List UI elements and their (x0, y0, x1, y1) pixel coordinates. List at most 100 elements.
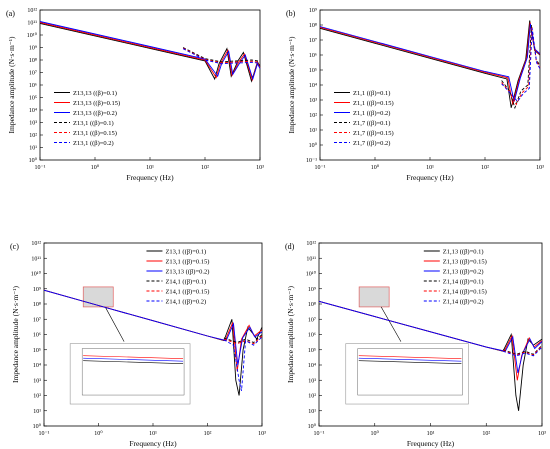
x-tick-label: 10⁻¹ (315, 165, 326, 171)
panel-label: (d) (285, 242, 295, 251)
legend-entry: Z1,14 ((β)=0.1) (443, 279, 484, 286)
y-tick-label: 10³ (33, 378, 41, 384)
inset-panel (69, 343, 191, 405)
y-tick-label: 10⁸ (33, 302, 41, 308)
legend-entry: Z13,1 ((β)=0.1) (165, 249, 206, 256)
x-axis-label: Frequency (Hz) (407, 439, 455, 448)
x-axis-label: Frequency (Hz) (126, 173, 174, 182)
y-tick-label: 10² (29, 133, 37, 139)
series-line-5 (223, 335, 263, 345)
y-tick-label: 10⁴ (33, 363, 41, 369)
series-line-4 (182, 47, 261, 63)
legend: Z1,1 ((β)=0.1) Z1,1 ((β)=0.15) Z1,1 ((β)=0… (334, 90, 394, 147)
inset-series-line (358, 360, 462, 364)
legend-entry: Z1,7 ((β)=0.1) (353, 120, 390, 127)
series-line-5 (182, 47, 261, 64)
legend-entry: Z13,13 ((β)=0.2) (165, 269, 209, 276)
y-tick-label: 10¹⁰ (31, 271, 42, 278)
y-tick-label: 10⁵ (29, 96, 37, 102)
x-tick-label: 10² (204, 431, 212, 437)
legend-entry: Z14,1 ((β)=0.15) (165, 289, 209, 296)
legend-entry: Z14,1 ((β)=0.1) (165, 279, 206, 286)
series-line-6 (182, 48, 261, 65)
inset-panel (345, 343, 469, 405)
series-line-1 (39, 22, 261, 83)
series-line-2 (39, 22, 261, 82)
y-tick-label: 10⁶ (33, 333, 41, 339)
legend-entry: Z1,1 ((β)=0.1) (353, 90, 390, 97)
y-tick-label: 10⁰ (308, 423, 317, 430)
zoom-arrow (104, 306, 125, 342)
chart-panel-2: (b) 10⁻¹ 10⁰ 10¹ 10² 10³ 10⁻¹ 10⁰ 10¹ 10² 10³ 10⁴ 10… (286, 8, 544, 182)
x-tick-label: 10¹ (426, 165, 434, 171)
panel-label: (c) (10, 242, 19, 251)
y-tick-label: 10¹ (309, 128, 317, 134)
y-tick-label: 10⁰ (33, 423, 42, 430)
y-tick-label: 10⁰ (309, 142, 318, 149)
legend: Z13,13 ((β)=0.1) Z13,13 ((β)=0.15) Z13,13 … (54, 90, 120, 147)
y-tick-label: 10² (309, 113, 317, 119)
x-tick-label: 10³ (256, 165, 264, 171)
y-tick-label: 10¹ (33, 409, 41, 415)
plot-frame (39, 9, 261, 161)
legend: Z1,13 ((β)=0.1) Z1,13 ((β)=0.15) Z1,13 ((β… (423, 249, 487, 306)
zoom-region-box (358, 286, 390, 308)
panel-label: (b) (286, 9, 296, 18)
legend-entry: Z1,14 ((β)=0.15) (443, 289, 487, 296)
y-tick-label: 10⁸ (308, 302, 316, 308)
zoom-region-box (82, 286, 114, 308)
series-line-4 (223, 334, 263, 344)
y-axis-label: Impedance amplitude (N·s·m⁻¹) (11, 285, 20, 383)
y-tick-label: 10³ (309, 98, 317, 104)
y-tick-label: 10² (33, 394, 41, 400)
legend-entry: Z1,7 ((β)=0.15) (353, 130, 394, 137)
x-tick-label: 10⁰ (91, 164, 100, 171)
chart-panel-4: (d)10⁻¹ 10⁰ 10¹ 10² 10³10⁰10¹10²10³10⁴10⁵10⁶… (285, 241, 546, 448)
legend-entry: Z13,13 ((β)=0.15) (73, 100, 120, 107)
x-tick-label: 10⁰ (94, 430, 103, 437)
y-tick-label: 10¹⁰ (27, 32, 38, 39)
y-tick-label: 10⁴ (309, 83, 317, 89)
y-tick-label: 10¹¹ (27, 21, 37, 27)
inset-series-line (358, 355, 462, 359)
x-tick-label: 10² (481, 165, 489, 171)
chart-panel-3: (c)10⁻¹ 10⁰ 10¹ 10² 10³10⁰10¹10²10³10⁴10⁵10⁶… (10, 241, 266, 448)
legend-entry: Z1,7 ((β)=0.2) (353, 140, 390, 147)
panel-label: (a) (6, 9, 15, 18)
y-tick-label: 10³ (308, 378, 316, 384)
chart-panel-1: (a)10⁻¹ 10⁰ 10¹ 10² 10³10⁰10¹10²10³10⁴10⁵10⁶… (6, 8, 264, 182)
y-tick-label: 10¹² (31, 241, 41, 247)
inset-series-line (358, 357, 462, 362)
x-tick-label: 10⁰ (371, 430, 380, 437)
y-tick-label: 10¹¹ (31, 256, 41, 262)
series-line-6 (223, 336, 263, 391)
y-tick-label: 10⁵ (309, 68, 317, 74)
y-tick-label: 10⁸ (309, 23, 317, 29)
y-axis-label: Impedance amplitude (N·s·m⁻¹) (286, 285, 295, 383)
y-tick-label: 10⁷ (308, 317, 316, 323)
x-tick-label: 10⁰ (371, 164, 380, 171)
plot-frame (319, 9, 541, 161)
inset-series-line (83, 360, 184, 364)
y-tick-label: 10⁵ (33, 348, 41, 354)
y-tick-label: 10² (308, 394, 316, 400)
series-line-5 (502, 345, 543, 356)
x-tick-label: 10¹ (149, 431, 157, 437)
x-tick-label: 10¹ (427, 431, 435, 437)
y-tick-label: 10⁹ (308, 287, 316, 293)
series-line-3 (43, 289, 263, 366)
y-tick-label: 10⁶ (29, 83, 37, 89)
legend-entry: Z14,1 ((β)=0.2) (165, 299, 206, 306)
legend-entry: Z1,1 ((β)=0.2) (353, 110, 390, 117)
x-tick-label: 10² (482, 431, 490, 437)
zoom-arrow (380, 306, 402, 342)
y-tick-label: 10⁷ (33, 317, 41, 323)
y-tick-label: 10¹² (306, 241, 316, 247)
legend-entry: Z13,13 ((β)=0.2) (73, 110, 117, 117)
y-tick-label: 10⁹ (29, 46, 37, 52)
x-axis-label: Frequency (Hz) (129, 439, 177, 448)
legend-entry: Z13,13 ((β)=0.1) (73, 90, 117, 97)
legend-entry: Z1,13 ((β)=0.1) (443, 249, 484, 256)
legend-entry: Z13,1 ((β)=0.2) (73, 140, 114, 147)
legend-entry: Z13,1 ((β)=0.15) (165, 259, 209, 266)
